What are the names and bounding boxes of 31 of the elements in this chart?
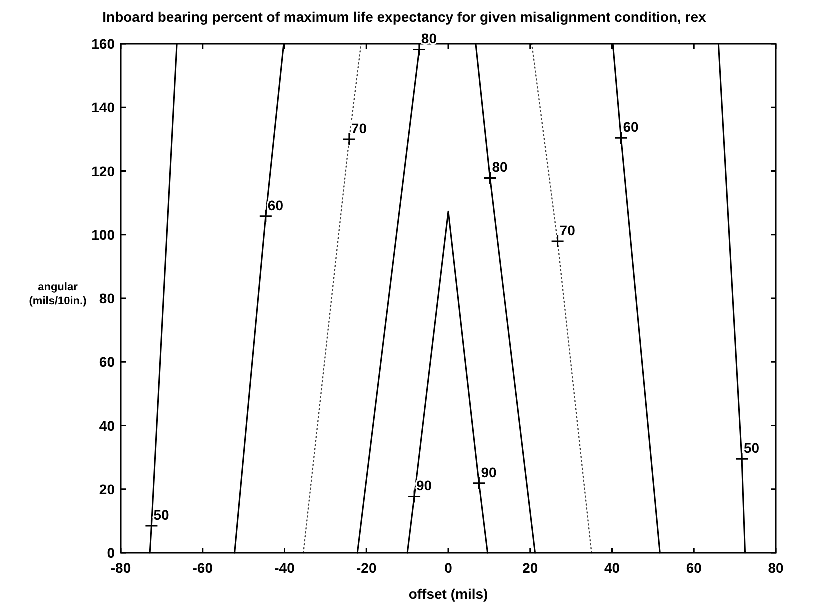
annotation: 70 <box>351 120 368 136</box>
y-tick-label: 140 <box>92 100 116 116</box>
x-tick-label: 60 <box>686 560 702 576</box>
x-axis-title: offset (mils) <box>408 586 488 602</box>
x-tick-label: -20 <box>356 560 377 576</box>
y-tick-label: 80 <box>99 290 116 306</box>
annotation: 60 <box>268 197 284 214</box>
x-tick-label: 40 <box>604 560 620 576</box>
annotation: 60 <box>623 119 640 136</box>
y-tick-label: 60 <box>99 354 116 370</box>
y-tick-label: 100 <box>92 226 116 243</box>
x-tick-label: -80 <box>110 560 132 576</box>
annotation: 90 <box>481 464 497 480</box>
y-tick-label: 0 <box>107 545 116 561</box>
x-tick-label: 20 <box>522 560 538 576</box>
y-tick-label: 120 <box>92 163 116 180</box>
annotation: 90 <box>416 478 432 494</box>
annotation: 50 <box>154 506 170 523</box>
annotation: 50 <box>744 440 760 456</box>
annotation: 80 <box>421 30 438 47</box>
y-tick-label: 20 <box>99 481 116 498</box>
chart-title: Inboard bearing percent of maximum life expectancy for given misalignment condition, rex <box>102 9 707 25</box>
x-tick-label: -40 <box>274 560 296 576</box>
y-tick-label: 40 <box>99 418 116 434</box>
annotation: 70 <box>560 222 576 239</box>
x-tick-label: 80 <box>768 560 784 576</box>
x-tick-label: -60 <box>192 560 214 576</box>
annotation: 80 <box>492 159 508 176</box>
y-tick-label: 160 <box>92 36 116 52</box>
y-axis-title: angular (mils/10in.) <box>29 282 88 308</box>
x-tick-label: 0 <box>444 560 453 576</box>
